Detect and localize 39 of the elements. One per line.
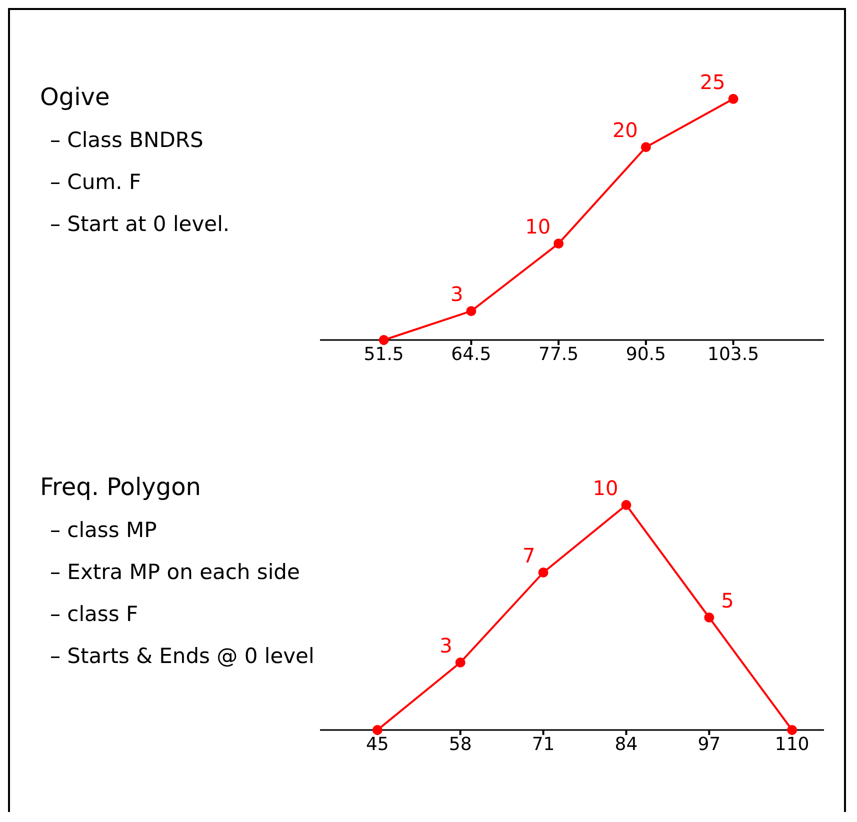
data-label: 3 xyxy=(440,634,452,658)
point xyxy=(621,500,632,510)
point xyxy=(466,306,476,316)
x-tick-label: 51.5 xyxy=(364,344,404,365)
data-label: 7 xyxy=(522,544,536,568)
text: – Cum. F xyxy=(50,170,142,194)
point xyxy=(704,612,714,622)
point xyxy=(455,658,466,668)
text: – class F xyxy=(50,602,138,626)
point xyxy=(538,568,548,578)
x-tick-label: 64.5 xyxy=(451,344,492,365)
x-tick-label: 110 xyxy=(774,734,810,755)
point xyxy=(378,335,389,345)
text: – Class BNDRS xyxy=(50,128,204,152)
point xyxy=(372,725,382,735)
text: – Start at 0 level. xyxy=(50,212,230,236)
x-tick-label: 77.5 xyxy=(538,344,579,365)
data-label: 10 xyxy=(525,214,551,239)
point xyxy=(640,142,651,152)
x-tick-label: 90.5 xyxy=(626,344,666,365)
point xyxy=(787,725,798,735)
data-label: 5 xyxy=(721,588,734,612)
data-label: 25 xyxy=(700,70,726,94)
text: Freq. Polygon xyxy=(40,473,201,501)
data-label: 20 xyxy=(612,118,638,142)
data-label: 10 xyxy=(592,476,618,500)
x-tick-label: 71 xyxy=(532,734,555,755)
text: – Extra MP on each side xyxy=(50,560,300,584)
text: – class MP xyxy=(50,518,157,542)
data-label: 3 xyxy=(450,282,464,306)
x-tick-label: 103.5 xyxy=(708,344,760,365)
x-tick-label: 45 xyxy=(366,734,389,755)
x-tick-label: 84 xyxy=(614,734,638,755)
point xyxy=(554,238,564,249)
x-tick-label: 58 xyxy=(448,734,472,755)
point xyxy=(728,94,738,104)
text: Ogive xyxy=(40,83,110,111)
x-tick-label: 97 xyxy=(698,734,721,755)
text: – Starts & Ends @ 0 level xyxy=(50,644,314,668)
